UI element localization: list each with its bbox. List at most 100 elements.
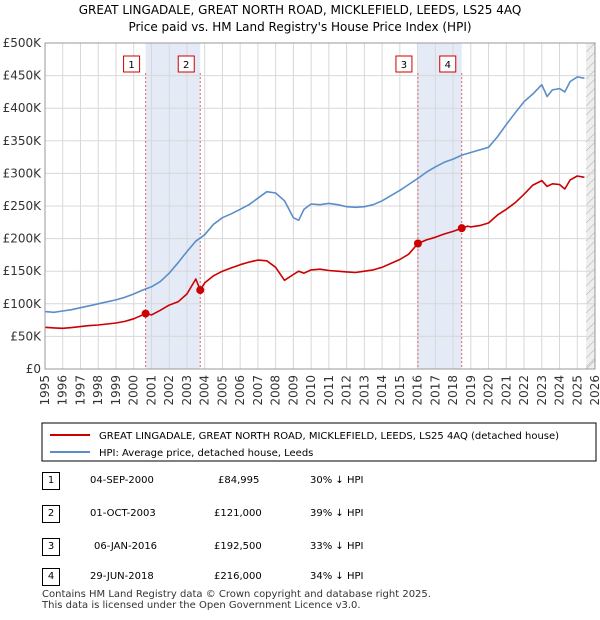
forecast-hatch — [585, 78, 596, 89]
x-tick-label: 1996 — [56, 375, 70, 406]
sale-point — [457, 224, 466, 233]
legend-label-hpi: HPI: Average price, detached house, Leed… — [99, 448, 313, 459]
sale-hpi-diff: 39% ↓ HPI — [310, 508, 364, 519]
x-tick-label: 2023 — [535, 375, 549, 406]
sale-point — [196, 286, 205, 295]
y-tick-label: £450K — [3, 69, 43, 83]
forecast-hatch — [585, 87, 596, 98]
sale-date: 29-JUN-2018 — [90, 571, 154, 582]
sale-hpi-diff: 34% ↓ HPI — [310, 571, 364, 582]
x-tick-label: 1995 — [38, 375, 52, 406]
forecast-hatch — [585, 213, 596, 224]
y-tick-label: £150K — [3, 264, 43, 278]
sale-marker-box — [123, 55, 141, 73]
plot-frame — [44, 42, 596, 370]
forecast-hatch — [585, 359, 596, 370]
sale-point — [413, 239, 422, 248]
footer-credits: Contains HM Land Registry data © Crown c… — [42, 589, 431, 611]
sale-marker-label: 1 — [128, 60, 134, 71]
legend-label-property: GREAT LINGADALE, GREAT NORTH ROAD, MICKL… — [99, 431, 559, 442]
sale-price: £192,500 — [214, 541, 262, 552]
sales-row: 1 04-SEP-2000 £84,995 30% ↓ HPI — [42, 472, 562, 490]
x-tick-label: 2006 — [233, 375, 247, 406]
sale-hpi-diff: 33% ↓ HPI — [310, 541, 364, 552]
sale-number-badge: 1 — [42, 472, 60, 490]
x-tick-label: 2012 — [340, 375, 354, 406]
y-tick-label: £500K — [3, 36, 43, 50]
chart-title: GREAT LINGADALE, GREAT NORTH ROAD, MICKL… — [79, 3, 522, 17]
x-tick-label: 1999 — [109, 375, 123, 406]
sale-price: £84,995 — [218, 475, 260, 486]
x-tick-label: 2010 — [304, 375, 318, 406]
forecast-hatch — [585, 294, 596, 305]
x-tick-label: 2018 — [446, 375, 460, 406]
forecast-hatch — [585, 258, 596, 269]
x-tick-label: 2024 — [553, 375, 567, 406]
y-tick-label: £50K — [10, 329, 42, 343]
forecast-hatch — [585, 276, 596, 287]
y-tick-label: £200K — [3, 232, 43, 246]
forecast-hatch — [585, 60, 596, 71]
sale-price: £121,000 — [214, 508, 262, 519]
forecast-hatch — [585, 339, 596, 350]
x-tick-label: 2020 — [482, 375, 496, 406]
x-tick-label: 2004 — [198, 375, 212, 406]
x-tick-label: 2022 — [517, 375, 531, 406]
forecast-hatch — [585, 204, 596, 215]
sale-marker-label: 3 — [401, 60, 407, 71]
forecast-hatch — [585, 249, 596, 260]
y-tick-label: £400K — [3, 101, 43, 115]
forecast-hatch — [585, 231, 596, 242]
x-tick-label: 2015 — [393, 375, 407, 406]
x-tick-label: 2001 — [144, 375, 158, 406]
sale-price: £216,000 — [214, 571, 262, 582]
forecast-hatch — [585, 96, 596, 107]
x-tick-label: 1998 — [91, 375, 105, 406]
forecast-hatch — [585, 105, 596, 116]
forecast-hatch — [585, 51, 596, 62]
forecast-hatch — [585, 321, 596, 332]
y-tick-label: £350K — [3, 134, 43, 148]
sales-row: 2 01-OCT-2003 £121,000 39% ↓ HPI — [42, 505, 562, 523]
forecast-hatch — [585, 123, 596, 134]
footer-copyright: Contains HM Land Registry data © Crown c… — [42, 589, 431, 600]
x-tick-label: 2017 — [428, 375, 442, 406]
x-tick-label: 2026 — [588, 375, 600, 406]
forecast-hatch — [585, 240, 596, 251]
x-tick-label: 2013 — [357, 375, 371, 406]
forecast-hatch — [585, 195, 596, 206]
x-tick-label: 2009 — [286, 375, 300, 406]
sale-date: 06-JAN-2016 — [94, 541, 158, 552]
sales-row: 3 06-JAN-2016 £192,500 33% ↓ HPI — [42, 538, 562, 556]
sale-number-badge: 4 — [42, 568, 60, 586]
x-tick-label: 2007 — [251, 375, 265, 406]
sale-marker-box — [395, 55, 413, 73]
forecast-hatch — [585, 42, 596, 53]
sale-date: 04-SEP-2000 — [90, 475, 154, 486]
sale-marker-box — [439, 55, 457, 73]
x-tick-label: 2003 — [180, 375, 194, 406]
sale-number-badge: 2 — [42, 505, 60, 523]
plot-area: £0 £50K £100K £150K £200K £250K £300K £350K £400… — [3, 36, 600, 406]
sale-date: 01-OCT-2003 — [90, 508, 156, 519]
sale-marker-label: 4 — [445, 60, 451, 71]
sale-hpi-diff: 30% ↓ HPI — [310, 475, 364, 486]
x-tick-label: 2014 — [375, 375, 389, 406]
sale-marker-label: 2 — [183, 60, 189, 71]
y-tick-label: £300K — [3, 166, 43, 180]
hpi-series-line — [44, 76, 585, 314]
x-tick-label: 2005 — [215, 375, 229, 406]
y-tick-label: £100K — [3, 297, 43, 311]
forecast-hatch — [585, 141, 596, 152]
x-tick-label: 2021 — [499, 375, 513, 406]
y-tick-label: £0 — [26, 362, 41, 376]
sale-number-badge: 3 — [42, 538, 60, 556]
forecast-hatch — [585, 348, 596, 359]
forecast-hatch — [585, 303, 596, 314]
chart-subtitle: Price paid vs. HM Land Registry's House … — [128, 20, 471, 34]
legend: GREAT LINGADALE, GREAT NORTH ROAD, MICKL… — [41, 422, 597, 462]
y-tick-label: £250K — [3, 199, 43, 213]
legend-box — [41, 422, 597, 462]
forecast-hatch — [585, 69, 596, 80]
